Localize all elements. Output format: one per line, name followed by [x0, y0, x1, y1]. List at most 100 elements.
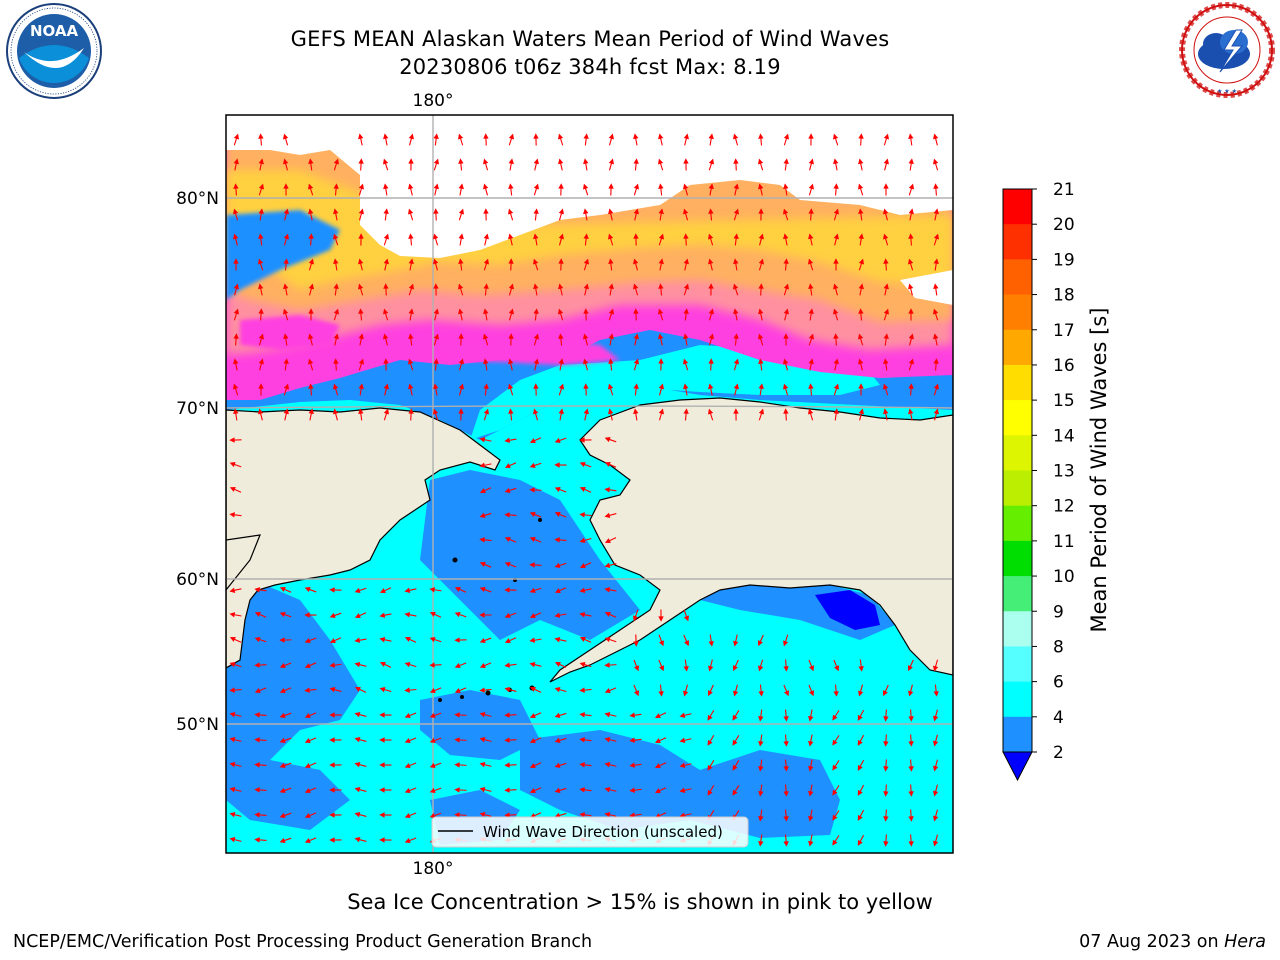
wind-wave-arrowhead: [858, 383, 864, 389]
wind-wave-arrowhead: [579, 563, 586, 569]
wind-wave-arrowhead: [583, 408, 589, 415]
wind-wave-arrowhead: [858, 233, 864, 240]
wind-wave-arrowhead: [533, 233, 539, 240]
wind-wave-arrowhead: [683, 233, 689, 239]
wind-wave-arrowhead: [504, 512, 510, 518]
wind-wave-arrowhead: [429, 662, 435, 668]
wind-wave-arrowhead: [229, 512, 235, 518]
wind-wave-arrowhead: [604, 688, 611, 694]
wind-wave-arrowhead: [908, 716, 914, 722]
wind-wave-arrowhead: [479, 512, 486, 518]
chart-subtitle: 20230806 t06z 384h fcst Max: 8.19: [399, 55, 781, 79]
wind-wave-arrowhead: [258, 283, 264, 290]
wind-wave-arrowhead: [783, 716, 789, 722]
wind-wave-arrowhead: [933, 183, 939, 189]
wind-wave-arrowhead: [354, 637, 361, 643]
wind-wave-arrowhead: [758, 665, 764, 672]
wind-wave-arrowhead: [479, 712, 486, 718]
wind-wave-arrowhead: [583, 333, 589, 340]
wind-wave-arrowhead: [583, 233, 589, 239]
wind-wave-arrowhead: [629, 787, 635, 793]
wind-wave-arrowhead: [832, 764, 838, 771]
wind-wave-arrowhead: [333, 283, 339, 289]
wind-wave-arrowhead: [933, 740, 939, 747]
wind-wave-arrowhead: [504, 787, 510, 793]
wind-wave-arrowhead: [783, 816, 789, 822]
wind-wave-arrowhead: [558, 258, 564, 264]
wind-wave-arrowhead: [457, 283, 464, 290]
wind-wave-arrowhead: [229, 461, 236, 468]
wind-wave-arrowhead: [783, 258, 789, 264]
wind-wave-arrowhead: [933, 383, 939, 390]
wind-wave-arrowhead: [358, 233, 364, 239]
wind-wave-arrowhead: [808, 308, 814, 315]
wind-wave-arrowhead: [707, 764, 713, 771]
wind-wave-arrowhead: [454, 812, 460, 818]
wind-wave-arrowhead: [454, 662, 461, 669]
wind-wave-arrowhead: [733, 183, 739, 190]
wind-wave-arrowhead: [254, 762, 260, 768]
wind-wave-arrowhead: [429, 812, 436, 819]
colorbar: 21 20 19 18 17 16 15 14 13 12 11 10 9 8 6 4 2: [1002, 180, 1075, 782]
wind-wave-arrowhead: [782, 208, 789, 215]
wind-wave-arrowhead: [758, 740, 764, 747]
wind-wave-arrowhead: [833, 308, 839, 315]
wind-wave-arrowhead: [554, 687, 561, 693]
wind-wave-arrowhead: [732, 789, 738, 796]
colorbar-tick-label: 10: [1053, 567, 1075, 587]
wind-wave-arrowhead: [908, 233, 914, 239]
wind-wave-arrowhead: [604, 587, 611, 593]
wind-wave-arrowhead: [707, 789, 713, 796]
wind-wave-arrowhead: [658, 408, 664, 415]
noaa-logo: NOAA: [6, 3, 102, 99]
wind-wave-arrowhead: [633, 233, 639, 239]
colorbar-tick-label: 11: [1053, 532, 1075, 552]
wind-wave-arrowhead: [229, 837, 236, 843]
wind-wave-arrowhead: [358, 258, 364, 265]
wind-wave-arrowhead: [808, 133, 814, 139]
wind-wave-arrowhead: [232, 383, 239, 390]
wind-wave-arrowhead: [654, 788, 661, 794]
wind-wave-arrowhead: [558, 333, 564, 339]
wind-wave-arrowhead: [479, 437, 486, 443]
wind-wave-arrowhead: [783, 183, 789, 190]
colorbar-segment: [1003, 540, 1032, 577]
wind-wave-arrowhead: [483, 158, 489, 165]
wind-wave-arrowhead: [579, 737, 585, 743]
wind-wave-arrowhead: [483, 358, 489, 365]
wind-wave-arrowhead: [833, 183, 839, 189]
wind-wave-arrowhead: [783, 791, 789, 797]
wind-wave-arrowhead: [683, 690, 689, 697]
wind-wave-arrowhead: [508, 133, 515, 140]
wind-wave-arrowhead: [554, 712, 561, 718]
colorbar-segment: [1003, 189, 1032, 225]
wind-wave-arrowhead: [733, 158, 739, 164]
wind-wave-arrowhead: [354, 812, 361, 818]
wind-wave-arrowhead: [808, 715, 814, 722]
wind-wave-arrowhead: [733, 233, 739, 239]
wind-wave-arrowhead: [857, 764, 863, 771]
wind-wave-arrowhead: [658, 616, 664, 622]
wind-wave-arrowhead: [354, 613, 361, 619]
wind-wave-arrowhead: [379, 837, 385, 843]
wind-wave-arrowhead: [608, 158, 614, 165]
map-frame: [225, 114, 954, 854]
wind-wave-arrowhead: [454, 611, 461, 618]
wind-wave-arrowhead: [558, 158, 564, 165]
wind-wave-arrowhead: [684, 640, 690, 647]
wind-wave-arrowhead: [254, 611, 261, 617]
wind-wave-arrowhead: [533, 408, 539, 415]
wind-wave-arrowhead: [758, 183, 764, 190]
wind-wave-arrowhead: [808, 333, 815, 340]
wind-wave-arrowhead: [633, 308, 639, 314]
wind-wave-arrowhead: [532, 258, 539, 265]
wind-wave-arrowhead: [504, 762, 510, 768]
wind-wave-arrowhead: [479, 462, 486, 468]
wind-wave-arrowhead: [508, 308, 514, 315]
wind-wave-arrowhead: [858, 666, 864, 672]
wind-wave-arrowhead: [733, 258, 739, 265]
wind-wave-arrowhead: [379, 762, 385, 768]
wind-wave-arrowhead: [233, 358, 239, 365]
wind-wave-arrowhead: [782, 640, 789, 647]
